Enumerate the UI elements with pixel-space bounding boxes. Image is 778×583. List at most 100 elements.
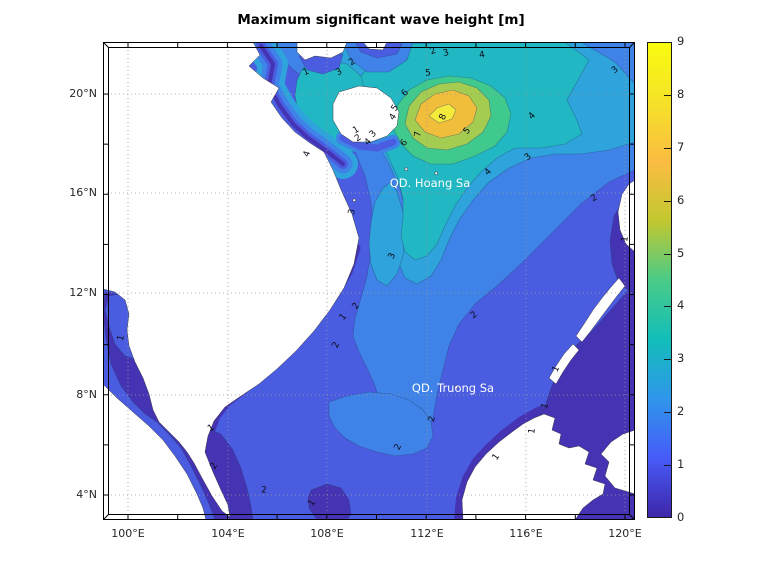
contour-label-3: 3: [334, 67, 344, 79]
contour-label-2: 2: [351, 301, 362, 311]
frame-inner: [108, 47, 630, 515]
contour-label-1: 1: [491, 452, 502, 462]
contour-label-5: 5: [390, 103, 401, 113]
land-luzon-edge: [617, 179, 636, 253]
colorbar-tick: [664, 412, 671, 414]
colorbar-tick-label: 7: [677, 139, 685, 154]
landmasses: [102, 41, 636, 521]
contour-label-4: 4: [388, 112, 400, 123]
contour-label-6: 6: [400, 88, 412, 99]
land-borneo: [461, 413, 606, 521]
colorbar-tick-label: 6: [677, 192, 685, 207]
x-tick-label: 112°E: [410, 527, 444, 540]
x-tick-label: 108°E: [310, 527, 344, 540]
contour-label-2: 2: [589, 193, 599, 204]
x-tick-label: 120°E: [608, 527, 642, 540]
y-tick-label: 16°N: [69, 186, 97, 199]
tonkin-ring-0-1: [259, 44, 345, 166]
contour-label-1: 1: [206, 423, 216, 434]
islet-hoang-sa-1: [404, 167, 408, 171]
islet-vn-coast: [352, 198, 356, 202]
contour-label-4: 4: [483, 167, 494, 178]
colorbar-tick-label: 9: [677, 34, 685, 48]
contour-label-8: 8: [438, 112, 450, 122]
contour-label-2: 2: [347, 57, 357, 68]
contour-label-3: 3: [442, 48, 450, 59]
map-frame: [103, 42, 635, 520]
contour-label-7: 7: [413, 131, 423, 138]
colorbar-tick: [664, 200, 671, 202]
x-tick-label: 104°E: [211, 527, 245, 540]
frame-corner: [103, 514, 109, 520]
frame-corner: [629, 514, 635, 520]
colorbar-tick: [664, 465, 671, 467]
contour-label-1: 1: [551, 364, 562, 373]
contour-label-2: 2: [331, 340, 342, 349]
frame-corner: [103, 42, 109, 48]
contour-label-2: 2: [469, 310, 480, 321]
plot-title: Maximum significant wave height [m]: [237, 12, 525, 28]
contour-label-1: 1: [307, 498, 318, 508]
y-tick-label: 12°N: [69, 286, 97, 299]
colorbar-tick-label: 2: [677, 404, 685, 419]
colorbar-tick-label: 5: [677, 245, 685, 260]
contour-label-3: 3: [387, 251, 398, 260]
contour-label-1: 1: [338, 312, 349, 323]
contour-label-1: 1: [116, 334, 127, 342]
contour-label-2: 2: [429, 46, 438, 57]
land-borneo-east: [600, 429, 636, 495]
islet-truong-sa: [454, 385, 458, 389]
islet-hoang-sa-2: [434, 171, 438, 175]
land-palawan-north: [575, 277, 626, 343]
graticule: [103, 42, 635, 520]
colorbar-tick: [664, 94, 671, 96]
contour-label-4: 4: [527, 111, 538, 122]
place-label: QD. Hoang Sa: [390, 176, 471, 190]
colorbar-tick-label: 3: [677, 351, 685, 366]
land-leizhou-peninsula: [296, 41, 348, 61]
contour-label-1: 1: [620, 236, 630, 243]
colorbar-tick: [664, 306, 671, 308]
colorbar-tick: [664, 147, 671, 149]
contour-label-3: 3: [523, 152, 534, 163]
place-label: QD. Truong Sa: [412, 381, 494, 395]
colorbar-tick: [664, 359, 671, 361]
contour-label-2: 2: [261, 486, 267, 496]
band-8-9-peak-core: [428, 103, 457, 124]
contour-label-1: 1: [527, 427, 538, 434]
contour-label-1: 1: [540, 402, 551, 411]
contour-label-1: 1: [301, 67, 310, 78]
contour-label-6: 6: [399, 138, 411, 149]
colorbar-tick: [664, 253, 671, 255]
band-2-3-south-blob: [328, 391, 434, 457]
contour-label-5: 5: [425, 68, 432, 78]
colorbar-tick-label: 0: [677, 510, 685, 524]
y-tick-label: 4°N: [76, 488, 97, 501]
contour-label-2: 2: [393, 442, 404, 451]
land-palawan-south: [548, 343, 580, 385]
contour-label-1: 1: [351, 125, 361, 137]
colorbar: [647, 42, 672, 518]
y-tick-label: 20°N: [69, 87, 97, 100]
land-hainan-island: [332, 85, 400, 143]
contour-label-2: 2: [353, 133, 363, 144]
contour-label-3: 3: [368, 129, 379, 140]
natuna-low-blob: [307, 483, 352, 521]
x-tick-label: 116°E: [509, 527, 543, 540]
colorbar-tick-label: 8: [677, 86, 685, 101]
frame-outer: [103, 42, 635, 520]
colorbar-tick-label: 4: [677, 298, 685, 313]
contour-label-2: 2: [209, 461, 220, 471]
contour-label-3: 3: [610, 65, 621, 76]
contour-label-2: 2: [427, 415, 438, 423]
hainan-south-ring-inner: [339, 134, 397, 152]
land-mainland-indochina: [102, 41, 360, 518]
colorbar-tick-label: 1: [677, 457, 685, 472]
contour-label-4: 4: [363, 137, 374, 148]
x-tick-label: 100°E: [111, 527, 145, 540]
y-tick-label: 8°N: [76, 388, 97, 401]
